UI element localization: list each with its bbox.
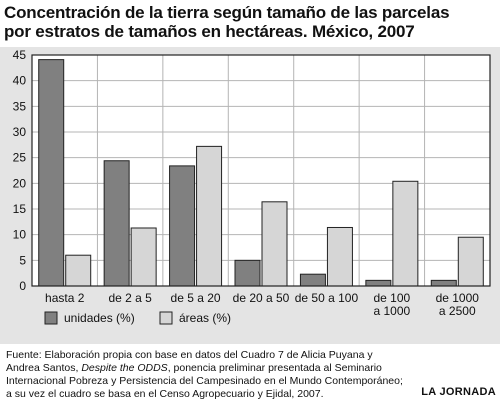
x-tick-label: hasta 2 <box>45 291 85 305</box>
bar-unidades <box>365 279 392 287</box>
bar-areas <box>326 226 353 287</box>
bar-unidades <box>430 279 457 287</box>
y-tick-label: 25 <box>13 151 27 165</box>
chart-area: 0 5 10 15 20 25 30 35 40 45 hasta 2 de 2 a 5 de 5 a … <box>0 47 500 344</box>
x-tick-label-line: hasta 2 <box>45 291 85 305</box>
chart-title: Concentración de la tierra según tamaño … <box>4 3 496 41</box>
y-tick-label: 40 <box>13 74 27 88</box>
source-text-end: , ponencia preliminar presentada al Semi… <box>6 362 403 400</box>
x-tick-label: de 50 a 100 <box>295 291 359 305</box>
x-tick-label: de 100 a 1000 <box>374 291 411 318</box>
y-tick-label: 0 <box>19 279 26 293</box>
bar-areas <box>261 201 288 287</box>
x-tick-label: de 1000 a 2500 <box>436 291 480 318</box>
legend-label-unidades: unidades (%) <box>64 311 135 325</box>
x-tick-label-line: de 50 a 100 <box>295 291 359 305</box>
bar-areas <box>457 236 484 287</box>
legend-swatch-unidades <box>44 311 58 325</box>
bar-areas <box>196 145 223 287</box>
x-tick-label-line: de 100 <box>374 291 411 305</box>
x-tick-label-line: a 1000 <box>374 304 411 318</box>
legend-swatch-areas <box>159 311 173 325</box>
source-title-italic: Despite the ODDS <box>81 362 168 374</box>
x-tick-label-line: a 2500 <box>439 304 476 318</box>
y-tick-label: 20 <box>13 176 27 190</box>
legend-label-areas: áreas (%) <box>179 311 231 325</box>
y-tick-label: 35 <box>13 99 27 113</box>
y-tick-label: 45 <box>13 48 27 62</box>
x-tick-label-line: de 2 a 5 <box>108 291 152 305</box>
plot-frame <box>31 54 491 287</box>
source-text-start: Fuente: Elaboración propia con base en d… <box>6 349 373 374</box>
x-tick-label-line: de 1000 <box>436 291 480 305</box>
x-tick-label-line: de 20 a 50 <box>233 291 290 305</box>
y-tick-label: 5 <box>19 253 26 267</box>
chart-title-line-1: Concentración de la tierra según tamaño … <box>4 3 450 22</box>
chart-title-line-2: por estratos de tamaños en hectáreas. Mé… <box>4 22 415 41</box>
x-tick-label: de 5 a 20 <box>171 291 221 305</box>
bar-chart: 0 5 10 15 20 25 30 35 40 45 hasta 2 de 2 a 5 de 5 a … <box>13 48 491 325</box>
y-tick-label: 10 <box>13 228 27 242</box>
y-tick-label: 15 <box>13 202 27 216</box>
bar-unidades <box>299 273 326 287</box>
bar-areas <box>65 254 92 287</box>
bar-unidades <box>169 165 196 287</box>
bar-unidades <box>38 59 65 287</box>
publisher-brand: LA JORNADA <box>421 386 496 398</box>
y-tick-label: 30 <box>13 125 27 139</box>
bar-areas <box>392 180 419 287</box>
x-tick-label: de 20 a 50 <box>233 291 290 305</box>
bar-areas <box>130 227 157 287</box>
source-note: Fuente: Elaboración propia con base en d… <box>6 349 406 401</box>
bar-unidades <box>234 259 261 287</box>
bar-unidades <box>103 160 130 287</box>
plot-background <box>32 55 490 286</box>
x-tick-label: de 2 a 5 <box>108 291 152 305</box>
x-tick-label-line: de 5 a 20 <box>171 291 221 305</box>
